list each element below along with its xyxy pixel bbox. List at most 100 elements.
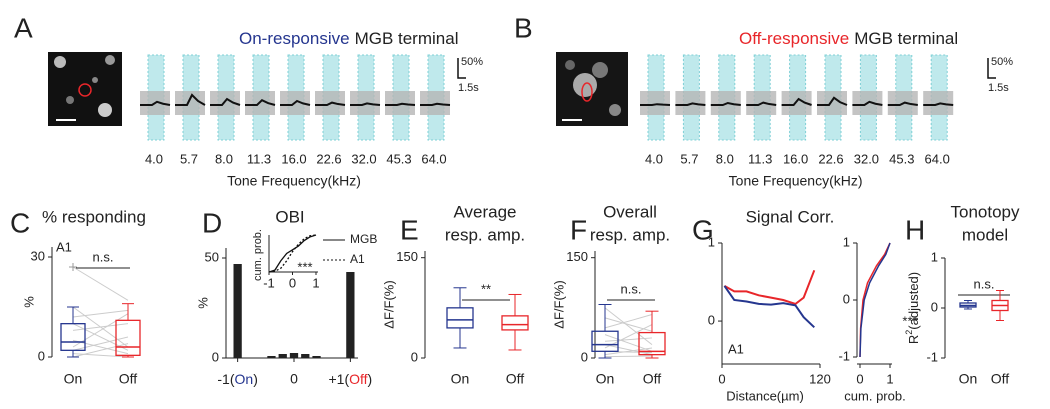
frequency-label: 5.7 [680,151,698,166]
panel-letter: E [400,214,419,245]
paired-line [604,344,653,356]
stat-label: *** [902,313,917,328]
paired-line [604,334,653,352]
y-tick-label: 0 [708,313,715,328]
y-tick-label: 0 [931,299,938,314]
frequency-label: 45.3 [889,151,914,166]
x-tick-label: 0 [718,371,725,386]
x-tick-label: +1(Off) [329,371,373,387]
scale-bar-label: 50% [461,56,483,68]
frequency-label: 8.0 [716,151,734,166]
y-tick-label: -1 [838,348,850,363]
inset-y-label: cum. prob. [252,229,264,281]
mean-trace [923,102,954,106]
y-axis-label: % [195,297,210,309]
tick-suffix: ) [368,371,373,387]
frequency-label: 64.0 [421,151,446,166]
y-tick-label: 1 [843,234,850,249]
tick-prefix: -1( [217,371,234,387]
mean-trace [280,99,311,106]
frequency-label: 32.0 [351,151,376,166]
paired-line [604,314,653,329]
frequency-label: 16.0 [281,151,306,166]
panel-title: resp. amp. [590,225,670,244]
cumulative-line [268,234,317,273]
histogram-bar [312,356,321,358]
mean-trace [385,102,416,106]
y-axis-label: ΔF/F(%) [381,280,396,328]
micrograph-b [556,52,628,126]
tick-word: Off [349,371,368,387]
tick-word: On [235,371,254,387]
frequency-label: 22.6 [316,151,341,166]
histogram-bar [289,353,299,358]
tick-prefix: +1( [329,371,350,387]
frequency-label: 64.0 [925,151,950,166]
inset-x-tick-label: 0 [289,275,296,290]
y-axis-label: % [21,296,36,308]
mean-trace [852,100,883,106]
panel-title: OBI [275,207,304,226]
stat-label: *** [297,259,312,274]
inset-x-tick-label: 1 [312,275,319,290]
time-bar-label: 1.5s [458,82,479,94]
y-tick-label: 30 [31,248,45,263]
label-rest: (adjusted) [906,272,921,330]
mean-trace [640,103,671,106]
mean-trace [817,96,848,106]
mean-trace [781,97,812,106]
frequency-label: 45.3 [386,151,411,166]
mean-trace [746,101,777,106]
scale-bar-label: 50% [991,56,1013,68]
stat-label: ** [481,281,491,296]
y-axis-label: R2(adjusted) [904,272,921,344]
histogram-bar [346,272,355,358]
box [60,323,86,351]
trace-noise [420,91,450,115]
y-tick-label: 0 [38,348,45,363]
panel-letter: D [202,207,222,238]
label-sup: 2 [904,330,914,335]
paired-line [604,355,653,358]
x-tick-label: 120 [809,371,831,386]
y-tick-label: 50 [205,249,219,264]
mean-trace [140,100,171,106]
title-highlight: On-responsive [239,29,350,48]
legend-label: MGB [350,232,377,246]
panel-letter: C [10,207,30,238]
box [115,319,141,356]
scale-bar [987,58,996,79]
histogram-bar [267,356,276,358]
x-tick-label: 0 [290,371,298,387]
frequency-label: 4.0 [145,151,163,166]
category-label: Off [119,371,138,387]
y-tick-label: 1 [708,234,715,249]
category-label: On [959,371,978,387]
mean-trace [420,102,451,106]
frequency-label: 22.6 [818,151,843,166]
frequency-label: 11.3 [247,151,271,166]
paired-line [604,337,653,342]
panel-title: % responding [42,207,146,226]
category-label: Off [506,371,525,387]
y-tick-label: 150 [396,249,418,264]
inset-x-tick-label: 0 [856,371,863,386]
cumulative-line [268,234,317,273]
panel-letter: F [570,214,587,245]
area-label: A1 [728,341,744,356]
paired-line [72,309,129,318]
category-label: On [451,371,470,387]
panel-title: Off-responsive MGB terminal [739,29,958,48]
x-axis-label: Tone Frequency(kHz) [729,173,863,189]
panel-letter: G [692,214,714,245]
mean-trace [210,97,241,106]
x-axis-label: Distance(µm) [726,388,804,403]
label-base: R [906,335,921,344]
paired-line [72,336,129,351]
panel-title: Tonotopy [951,202,1020,221]
micrograph-a [48,52,122,126]
y-tick-label: 0 [411,349,418,364]
panel-title: resp. amp. [445,225,525,244]
time-bar-label: 1.5s [988,82,1009,94]
